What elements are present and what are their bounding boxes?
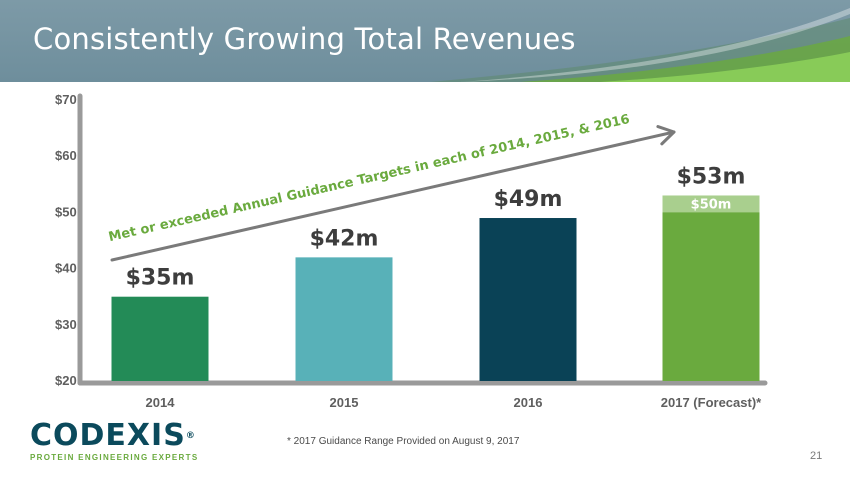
y-tick-label: $60 [55, 148, 77, 163]
category-label-0: 2014 [146, 395, 176, 410]
value-label-1: $42m [310, 226, 379, 251]
value-label-0: $35m [126, 266, 195, 291]
value-label-2017-range: $50m [691, 197, 732, 212]
y-tick-label: $20 [55, 373, 77, 388]
header-banner: Consistently Growing Total Revenues [0, 0, 850, 82]
trend-arrow-head [656, 125, 676, 146]
logo-wordmark-text: CODEXIS [30, 418, 186, 453]
y-tick-label: $40 [55, 261, 77, 276]
category-label-2: 2016 [514, 395, 543, 410]
logo-wordmark: CODEXIS® [30, 421, 198, 451]
logo-tagline: PROTEIN ENGINEERING EXPERTS [30, 453, 199, 462]
value-label-3: $53m [677, 165, 746, 190]
bar-2 [479, 218, 577, 381]
value-labels-group: $35m $42m $49m $53m $50m [126, 165, 746, 291]
y-tick-label: $50 [55, 204, 77, 219]
codexis-logo: CODEXIS® PROTEIN ENGINEERING EXPERTS [30, 421, 199, 463]
trend-arrow-line [110, 130, 676, 262]
bar-1 [295, 257, 393, 381]
registered-mark: ® [185, 431, 196, 441]
bars-group [111, 195, 760, 381]
y-axis-ticks: $20 $30 $40 $50 $60 $70 [55, 92, 77, 388]
y-tick-label: $30 [55, 317, 77, 332]
category-label-1: 2015 [330, 395, 359, 410]
bar-3 [662, 195, 760, 381]
page-number: 21 [810, 450, 823, 462]
footnote: * 2017 Guidance Range Provided on August… [287, 436, 520, 447]
value-label-2: $49m [494, 187, 563, 212]
category-labels-group: 2014 2015 2016 2017 (Forecast)* [146, 395, 763, 410]
category-label-3: 2017 (Forecast)* [661, 395, 762, 410]
y-tick-label: $70 [55, 92, 77, 107]
bar-2017-range-segment [662, 195, 760, 213]
bar-0 [111, 296, 209, 381]
header-wave-decoration [430, 8, 850, 82]
slide-title: Consistently Growing Total Revenues [33, 22, 576, 56]
